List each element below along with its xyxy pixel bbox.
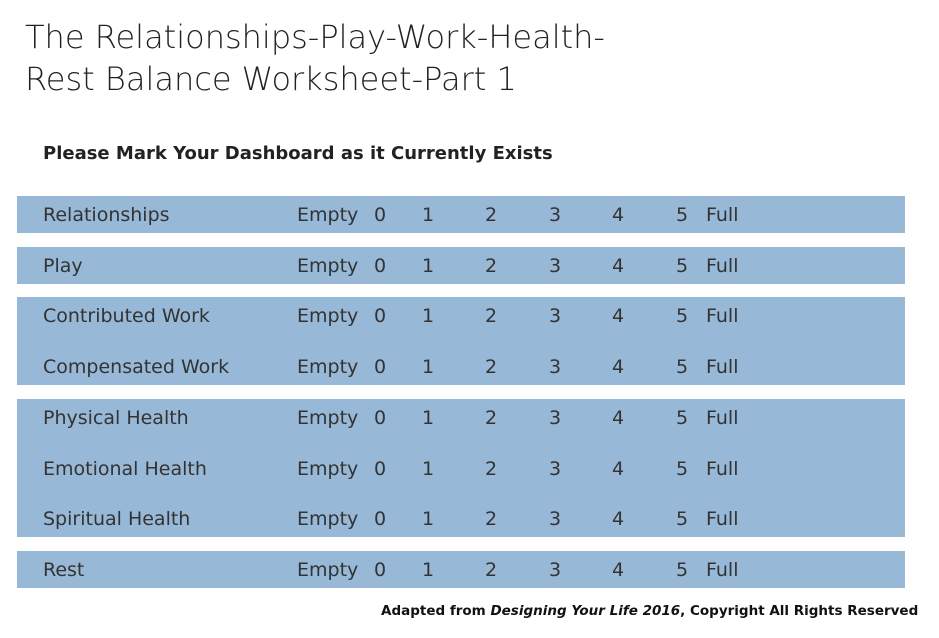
scale-low: Empty <box>297 558 359 581</box>
scale-number: 0 <box>373 406 387 429</box>
scale-low: Empty <box>297 204 359 226</box>
scale-number: 4 <box>611 356 625 379</box>
scale-number: 5 <box>675 558 689 581</box>
scale-number: 1 <box>421 457 435 480</box>
scale-number: 4 <box>611 305 625 328</box>
row-label: Play <box>43 254 83 277</box>
scale-number: 0 <box>373 508 387 531</box>
scale-high: Full <box>706 457 739 480</box>
scale-number: 0 <box>373 457 387 480</box>
scale-number: 3 <box>548 204 562 226</box>
scale-number: 5 <box>675 508 689 531</box>
footer-prefix: Adapted from <box>381 603 491 619</box>
title-line: Rest Balance Worksheet-Part 1 <box>25 60 517 98</box>
scale-number: 1 <box>421 254 435 277</box>
scale-number: 4 <box>611 254 625 277</box>
footer-source: Designing Your Life 2016 <box>490 603 681 619</box>
scale-number: 3 <box>548 406 562 429</box>
scale-number: 3 <box>548 558 562 581</box>
scale-number: 2 <box>484 558 498 581</box>
scale-high: Full <box>706 254 739 277</box>
scale-number: 3 <box>548 508 562 531</box>
scale-number: 5 <box>675 406 689 429</box>
row-label: Rest <box>43 558 85 581</box>
scale-number: 5 <box>675 457 689 480</box>
scale-number: 0 <box>373 254 387 277</box>
scale-number: 2 <box>484 305 498 328</box>
scale-low: Empty <box>297 356 359 379</box>
row-band <box>17 398 905 538</box>
row-band <box>17 550 905 588</box>
scale-number: 1 <box>421 558 435 581</box>
scale-number: 1 <box>421 508 435 531</box>
title-line: The Relationships-Play-Work-Health- <box>25 18 605 56</box>
scale-number: 2 <box>484 204 498 226</box>
scale-number: 1 <box>421 356 435 379</box>
scale-number: 5 <box>675 305 689 328</box>
scale-number: 2 <box>484 254 498 277</box>
scale-high: Full <box>706 558 739 581</box>
row-label: Compensated Work <box>43 356 230 379</box>
scale-number: 1 <box>421 305 435 328</box>
row-band <box>17 246 905 284</box>
row-label: Spiritual Health <box>43 508 191 531</box>
row-label: Physical Health <box>43 406 189 429</box>
scale-number: 4 <box>611 508 625 531</box>
scale-number: 2 <box>484 508 498 531</box>
scale-number: 2 <box>484 356 498 379</box>
scale-number: 1 <box>421 406 435 429</box>
scale-high: Full <box>706 406 739 429</box>
scale-number: 0 <box>373 558 387 581</box>
footer-suffix: , Copyright All Rights Reserved <box>680 603 919 619</box>
scale-number: 5 <box>675 254 689 277</box>
scale-high: Full <box>706 356 739 379</box>
row-band <box>17 297 905 386</box>
scale-number: 3 <box>548 457 562 480</box>
scale-number: 4 <box>611 406 625 429</box>
scale-low: Empty <box>297 508 359 531</box>
scale-number: 3 <box>548 305 562 328</box>
scale-number: 4 <box>611 204 625 226</box>
row-label: Contributed Work <box>43 305 210 328</box>
subtitle: Please Mark Your Dashboard as it Current… <box>43 143 553 164</box>
scale-high: Full <box>706 305 739 328</box>
scale-number: 5 <box>675 356 689 379</box>
scale-number: 2 <box>484 457 498 480</box>
row-label: Emotional Health <box>43 457 207 480</box>
scale-low: Empty <box>297 254 359 277</box>
scale-number: 4 <box>611 558 625 581</box>
scale-low: Empty <box>297 457 359 480</box>
footer: Adapted from Designing Your Life 2016, C… <box>381 603 918 619</box>
scale-high: Full <box>706 204 739 226</box>
scale-number: 1 <box>421 204 435 226</box>
scale-low: Empty <box>297 406 359 429</box>
scale-number: 0 <box>373 305 387 328</box>
scale-low: Empty <box>297 305 359 328</box>
scale-number: 0 <box>373 356 387 379</box>
scale-number: 3 <box>548 254 562 277</box>
row-label: Relationships <box>43 204 170 226</box>
scale-number: 2 <box>484 406 498 429</box>
scale-number: 5 <box>675 204 689 226</box>
scale-number: 0 <box>373 204 387 226</box>
scale-number: 3 <box>548 356 562 379</box>
scale-number: 4 <box>611 457 625 480</box>
row-band <box>17 196 905 233</box>
scale-high: Full <box>706 508 739 531</box>
